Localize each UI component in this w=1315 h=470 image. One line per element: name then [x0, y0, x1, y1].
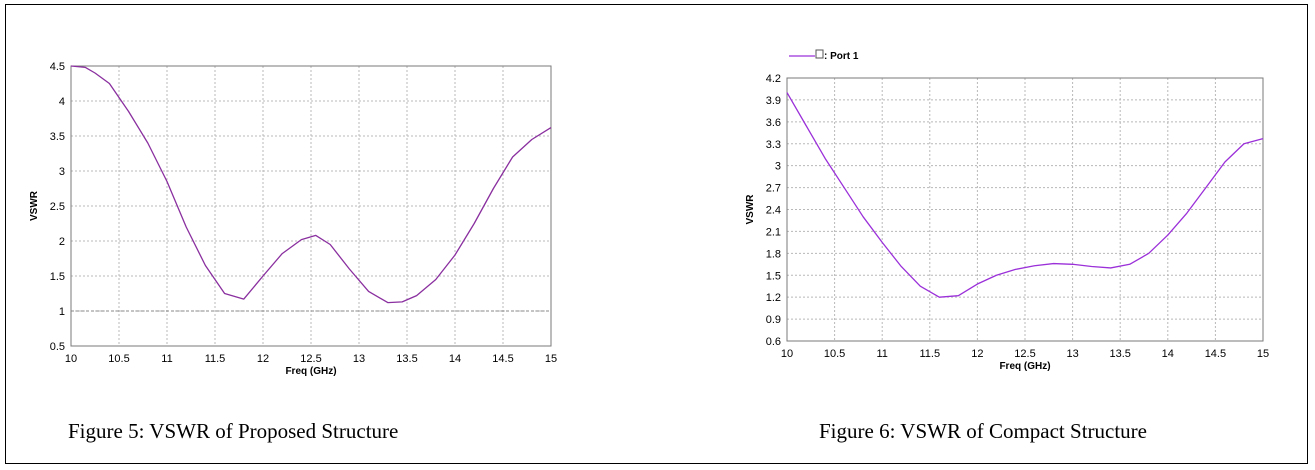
x-axis-label: Freq (GHz) — [999, 361, 1050, 372]
x-tick-label: 14 — [449, 353, 461, 365]
y-tick-label: 1.5 — [50, 271, 65, 283]
y-tick-label: 1.8 — [766, 248, 781, 260]
x-tick-label: 12.5 — [1014, 348, 1035, 360]
y-axis-label: VSWR — [29, 190, 40, 221]
y-tick-label: 4 — [59, 96, 65, 108]
x-tick-label: 14 — [1162, 348, 1174, 360]
x-tick-label: 11.5 — [205, 353, 226, 365]
x-tick-label: 11.5 — [920, 348, 941, 360]
y-tick-label: 3 — [59, 166, 65, 178]
y-tick-label: 3.9 — [766, 95, 781, 107]
x-axis-label: Freq (GHz) — [285, 366, 336, 377]
series-line — [70, 65, 552, 304]
y-tick-label: 3.5 — [50, 131, 65, 143]
y-tick-label: 3.6 — [766, 117, 781, 129]
x-tick-label: 13.5 — [396, 353, 417, 365]
x-tick-label: 13 — [353, 353, 365, 365]
x-tick-label: 15 — [1257, 348, 1269, 360]
y-tick-label: 3 — [775, 161, 781, 173]
x-tick-label: 13 — [1066, 348, 1078, 360]
x-tick-label: 10.5 — [108, 353, 129, 365]
y-tick-label: 0.9 — [766, 314, 781, 326]
figure5-caption: Figure 5: VSWR of Proposed Structure — [68, 419, 399, 443]
y-tick-label: 0.6 — [766, 336, 781, 348]
y-tick-label: 2 — [59, 236, 65, 248]
figure6-caption: Figure 6: VSWR of Compact Structure — [819, 419, 1147, 443]
chart-svg: 10 10.5 11 11.5 12 12.5 13 13.5 14 14.5 15 0.6 0.9 1.… — [745, 49, 1269, 372]
chart-svg: 10 10.5 11 11.5 12 12.5 13 13.5 14 14.5 150.511.52… — [29, 61, 557, 377]
plot-area — [70, 65, 552, 347]
x-tick-label: 14.5 — [492, 353, 513, 365]
y-tick-label: 2.4 — [766, 205, 781, 217]
y-tick-label: 4.5 — [50, 61, 65, 73]
y-axis-label: VSWR — [745, 194, 756, 225]
document-frame: 10 10.5 11 11.5 12 12.5 13 13.5 14 14.5 15 0.5 1 1.5 2… — [5, 4, 1308, 464]
figure6-chart: 10 10.5 11 11.5 12 12.5 13 13.5 14 14.5 15 0.6 0.9 1.… — [744, 45, 1284, 387]
y-tick-label: 0.5 — [50, 341, 65, 353]
y-tick-label: 2.7 — [766, 183, 781, 195]
y-tick-label: 1.5 — [766, 270, 781, 282]
figure5-chart: 10 10.5 11 11.5 12 12.5 13 13.5 14 14.5 15 0.5 1 1.5 2… — [16, 53, 576, 393]
x-tick-label: 11 — [876, 348, 887, 360]
y-tick-label: 2.1 — [766, 226, 781, 238]
x-tick-label: 12.5 — [300, 353, 321, 365]
y-tick-label: 1 — [59, 306, 65, 318]
plot-area — [786, 77, 1264, 342]
y-tick-label: 3.3 — [766, 139, 781, 151]
x-tick-label: 10.5 — [824, 348, 845, 360]
x-tick-label: 11 — [161, 353, 172, 365]
x-tick-label: 12 — [971, 348, 983, 360]
legend-swatch — [815, 49, 824, 59]
legend-label: : Port 1 — [824, 51, 859, 62]
x-tick-label: 14.5 — [1205, 348, 1226, 360]
x-tick-label: 13.5 — [1109, 348, 1130, 360]
series-line — [786, 92, 1264, 298]
y-tick-label: 2.5 — [50, 201, 65, 213]
x-tick-label: 12 — [257, 353, 269, 365]
x-tick-label: 15 — [545, 353, 557, 365]
x-tick-label: 10 — [65, 353, 77, 365]
x-tick-label: 10 — [781, 348, 793, 360]
y-tick-label: 4.2 — [766, 73, 781, 85]
y-tick-label: 1.2 — [766, 292, 781, 304]
